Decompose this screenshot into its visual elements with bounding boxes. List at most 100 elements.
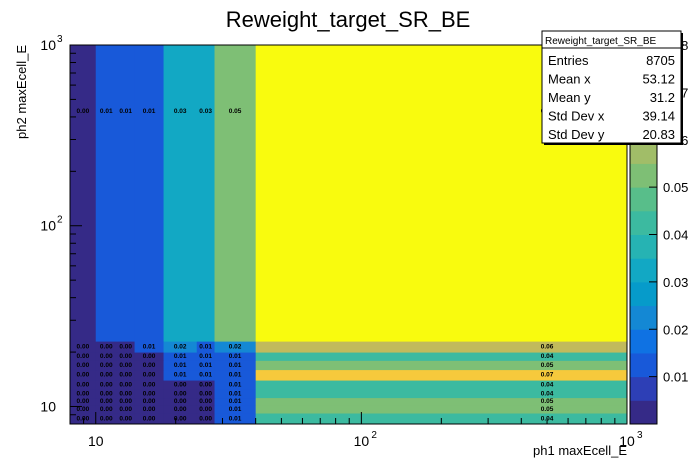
cell-value-label: 0.01: [229, 362, 242, 369]
cell-value-label: 0.01: [100, 108, 113, 115]
cell-value-label: 0.01: [143, 343, 156, 350]
heatmap-cell: [95, 45, 118, 342]
heatmap-cell: [163, 388, 198, 399]
y-axis-title: ph2 maxEcell_E: [14, 45, 29, 139]
heatmap-cell: [95, 369, 118, 381]
cell-value-label: 0.00: [174, 398, 187, 405]
heatmap-cell: [70, 360, 97, 371]
cell-value-label: 0.01: [229, 406, 242, 413]
cell-value-label: 0.00: [100, 382, 113, 389]
cell-value-label: 0.00: [119, 406, 132, 413]
cell-value-label: 0.00: [143, 415, 156, 422]
x-tick-label: 10: [88, 433, 104, 449]
cell-value-label: 0.01: [119, 108, 132, 115]
cell-value-label: 0.00: [119, 398, 132, 405]
x-axis-title: ph1 maxEcell_E: [533, 443, 627, 458]
cell-value-label: 0.00: [77, 382, 90, 389]
heatmap-cell: [163, 352, 198, 361]
cell-value-label: 0.00: [100, 362, 113, 369]
heatmap-cell: [95, 404, 118, 414]
cell-value-label: 0.00: [77, 390, 90, 397]
heatmap-cell: [95, 388, 118, 399]
heatmap-cell: [196, 45, 216, 342]
palette-swatch: [630, 352, 657, 378]
chart-title: Reweight_target_SR_BE: [226, 7, 471, 32]
heatmap-cell: [134, 397, 165, 406]
x-tick-exponent: 3: [637, 430, 643, 441]
cell-value-label: 0.03: [174, 108, 187, 115]
heatmap-cell: [134, 380, 165, 390]
heatmap-cell: [255, 369, 628, 381]
heatmap-cell: [214, 413, 257, 425]
cell-value-label: 0.00: [143, 362, 156, 369]
palette-swatch: [630, 163, 657, 188]
heatmap-cell: [163, 404, 198, 414]
cell-value-label: 0.01: [199, 372, 212, 379]
heatmap-cell: [163, 397, 198, 406]
heatmap-cell: [163, 341, 198, 353]
palette-tick-label: 0.01: [663, 370, 688, 385]
cell-value-label: 0.00: [119, 343, 132, 350]
cell-value-label: 0.04: [541, 382, 554, 389]
stats-box: Reweight_target_SR_BE Entries 8705 Mean x 53…: [541, 30, 683, 145]
palette-tick-label: 0.02: [663, 322, 688, 337]
palette-tick-label: 0.03: [663, 275, 688, 290]
heatmap-cell: [196, 352, 216, 361]
cell-value-label: 0.01: [174, 362, 187, 369]
y-tick-exponent: 2: [57, 215, 63, 226]
heatmap-cell: [116, 404, 136, 414]
cell-value-label: 0.07: [541, 372, 554, 379]
cell-value-label: 0.00: [100, 398, 113, 405]
cell-value-label: 0.00: [77, 108, 90, 115]
heatmap-cell: [196, 397, 216, 406]
x-axis: 10 10 2 10 3: [83, 412, 643, 449]
heatmap-cell: [163, 369, 198, 381]
x-tick-label: 10: [619, 433, 635, 449]
cell-value-label: 0.00: [119, 372, 132, 379]
heatmap-cell: [255, 341, 628, 353]
cell-value-label: 0.01: [199, 343, 212, 350]
heatmap-cell-labels: 0.000.000.000.000.000.000.010.040.000.00…: [77, 108, 554, 422]
heatmap-cell: [70, 397, 97, 406]
cell-value-label: 0.04: [541, 353, 554, 360]
heatmap-cell: [196, 360, 216, 371]
heatmap-cell: [95, 413, 118, 425]
cell-value-label: 0.00: [119, 353, 132, 360]
heatmap-cell: [116, 369, 136, 381]
cell-value-label: 0.01: [229, 372, 242, 379]
heatmap-cell: [196, 341, 216, 353]
heatmap-cell: [255, 352, 628, 361]
cell-value-label: 0.00: [199, 390, 212, 397]
heatmap-cell: [70, 388, 97, 399]
cell-value-label: 0.00: [119, 382, 132, 389]
heatmap-cell: [134, 45, 165, 342]
cell-value-label: 0.01: [199, 362, 212, 369]
heatmap-cell: [95, 397, 118, 406]
heatmap-cell: [95, 352, 118, 361]
heatmap-cell: [134, 388, 165, 399]
x-tick-exponent: 2: [371, 430, 377, 441]
cell-value-label: 0.01: [199, 353, 212, 360]
cell-value-label: 0.05: [541, 406, 554, 413]
cell-value-label: 0.00: [199, 398, 212, 405]
cell-value-label: 0.00: [174, 415, 187, 422]
heatmap-cell: [116, 45, 136, 342]
cell-value-label: 0.00: [119, 390, 132, 397]
heatmap-cell: [196, 413, 216, 425]
heatmap-cell: [116, 352, 136, 361]
cell-value-label: 0.01: [229, 415, 242, 422]
y-tick-label: 10: [40, 398, 56, 414]
heatmap-cell: [196, 404, 216, 414]
heatmap-cell: [116, 341, 136, 353]
cell-value-label: 0.00: [77, 415, 90, 422]
cell-value-label: 0.00: [77, 398, 90, 405]
palette-swatch: [630, 281, 657, 307]
cell-value-label: 0.05: [541, 362, 554, 369]
cell-value-label: 0.01: [174, 353, 187, 360]
cell-value-label: 0.00: [100, 372, 113, 379]
heatmap-cell: [70, 45, 97, 342]
cell-value-label: 0.00: [100, 390, 113, 397]
stats-value: 20.83: [642, 127, 675, 142]
cell-value-label: 0.05: [229, 108, 242, 115]
heatmap-cell: [196, 380, 216, 390]
